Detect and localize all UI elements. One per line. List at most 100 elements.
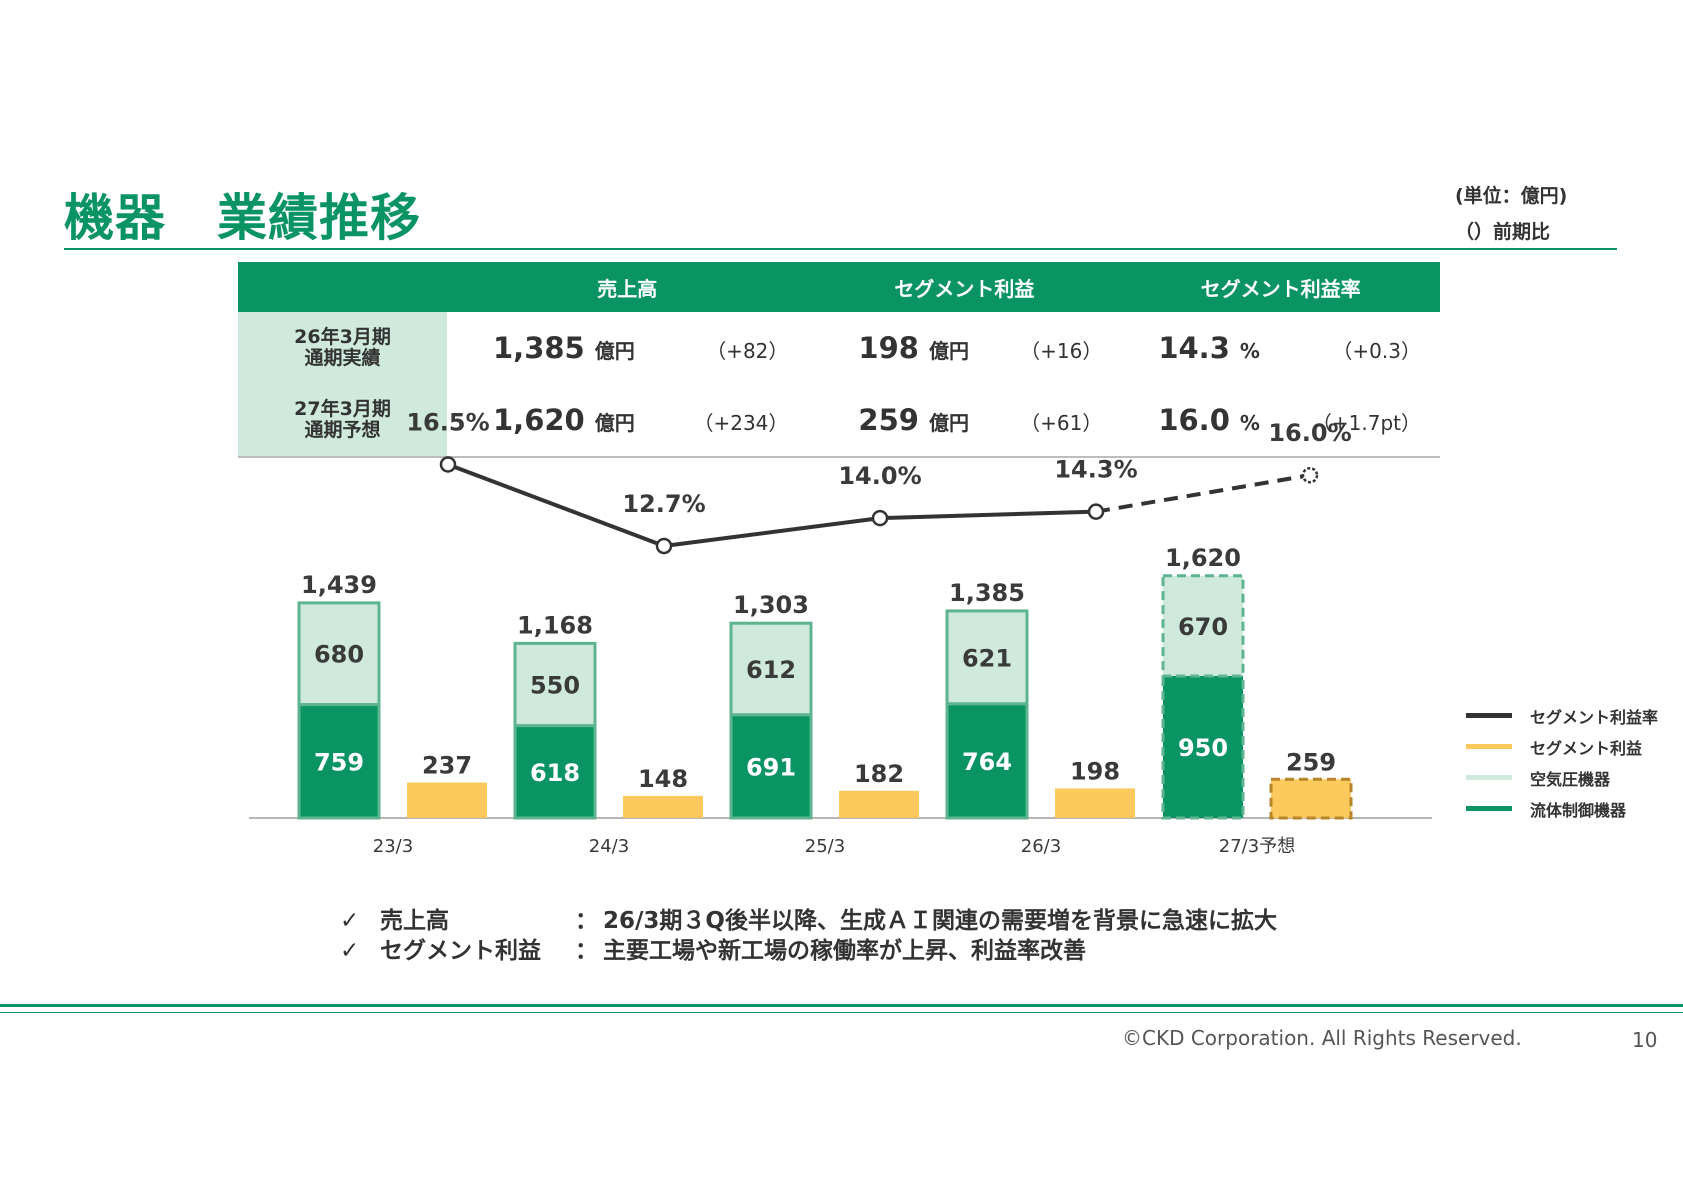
margin-line-segment	[663, 516, 881, 548]
label-segment-profit: 259	[1286, 748, 1336, 776]
sales-unit: 億円	[594, 411, 635, 435]
x-tick-label: 27/3予想	[1219, 836, 1295, 857]
note-sales: ✓ 売上高 ： 26/3期３Q後半以降、生成ＡＩ関連の需要増を背景に急速に拡大	[340, 906, 1277, 936]
margin-unit: %	[1239, 339, 1260, 363]
notes: ✓ 売上高 ： 26/3期３Q後半以降、生成ＡＩ関連の需要増を背景に急速に拡大 …	[340, 906, 1277, 966]
footer-divider-thin	[0, 1012, 1683, 1013]
legend-swatch	[1466, 806, 1512, 811]
bar-segment-profit	[1269, 777, 1353, 820]
x-tick-label: 25/3	[805, 836, 845, 857]
footer-divider	[0, 1004, 1683, 1007]
note-colon: ：	[575, 938, 598, 964]
profit-cell: 259 億円 （+61）	[807, 384, 1122, 458]
x-tick-label: 23/3	[373, 836, 413, 857]
label-segment-profit: 237	[422, 752, 472, 780]
summary-row-actual: 26年3月期 通期実績 1,385 億円 （+82） 198 億円 （+16） …	[238, 312, 1440, 384]
profit-change: （+61）	[1020, 411, 1103, 435]
label-pneumatic: 680	[314, 641, 364, 669]
label-pneumatic: 612	[746, 656, 796, 684]
sales-cell: 1,385 億円 （+82）	[447, 312, 807, 384]
bar-pneumatic	[297, 601, 381, 707]
note-text: 26/3期３Q後半以降、生成ＡＩ関連の需要増を背景に急速に拡大	[603, 908, 1277, 934]
summary-row-forecast: 27年3月期 通期予想 1,620 億円 （+234） 259 億円 （+61）…	[238, 384, 1440, 458]
label-segment-profit: 148	[638, 765, 688, 793]
label-pneumatic: 550	[530, 671, 580, 699]
margin-point	[439, 456, 457, 473]
x-tick-label: 26/3	[1021, 836, 1061, 857]
summary-table: 売上高 セグメント利益 セグメント利益率 26年3月期 通期実績 1,385 億…	[238, 262, 1440, 458]
summary-header-profit: セグメント利益	[807, 262, 1122, 312]
legend-label: 流体制御機器	[1530, 800, 1627, 820]
margin-point	[871, 509, 889, 527]
label-total: 1,303	[733, 591, 809, 619]
label-fluid-control: 691	[746, 753, 796, 781]
profit-change: （+16）	[1020, 339, 1103, 363]
label-margin: 14.3%	[1054, 456, 1137, 484]
profit-unit: 億円	[928, 411, 969, 435]
row-label-type: 通期実績	[304, 347, 381, 369]
label-total: 1,168	[517, 611, 593, 639]
sales-cell: 1,620 億円 （+234）	[447, 384, 808, 458]
margin-line-segment	[1095, 473, 1311, 514]
margin-line-segment	[879, 509, 1097, 521]
legend-swatch	[1466, 713, 1512, 718]
note-text: 主要工場や新工場の稼働率が上昇、利益率改善	[603, 938, 1086, 964]
legend-label: セグメント利益	[1530, 738, 1643, 758]
margin-change: （+0.3）	[1332, 339, 1421, 363]
note-profit: ✓ セグメント利益 ： 主要工場や新工場の稼働率が上昇、利益率改善	[340, 936, 1277, 966]
title-divider	[64, 248, 1617, 250]
bar-pneumatic	[513, 641, 597, 728]
margin-point	[1087, 503, 1105, 520]
label-total: 1,620	[1165, 544, 1241, 572]
bar-fluid-control	[729, 713, 813, 820]
check-icon: ✓	[340, 938, 360, 964]
summary-header-row: 売上高 セグメント利益 セグメント利益率	[238, 262, 1440, 312]
bar-pneumatic	[1161, 574, 1245, 678]
legend-item-pneumatic: 空気圧機器	[1466, 762, 1658, 793]
row-label: 27年3月期 通期予想	[238, 384, 447, 458]
bar-segment-profit	[407, 782, 487, 818]
label-total: 1,439	[301, 571, 377, 599]
bar-segment-profit	[623, 795, 703, 818]
bar-pneumatic	[945, 609, 1029, 706]
copyright: ©CKD Corporation. All Rights Reserved.	[1122, 1026, 1522, 1050]
comparison-note: （）前期比	[1455, 221, 1551, 243]
profit-cell: 198 億円 （+16）	[807, 312, 1121, 384]
legend-item-profit: セグメント利益	[1466, 731, 1658, 762]
page-number: 10	[1632, 1028, 1658, 1052]
margin-unit: %	[1239, 411, 1260, 435]
margin-point	[1301, 466, 1319, 484]
note-colon: ：	[575, 908, 598, 934]
row-label-period: 26年3月期	[294, 326, 391, 348]
margin-value: 16.0	[1158, 403, 1230, 437]
label-fluid-control: 618	[530, 759, 580, 787]
sales-change: （+234）	[693, 411, 789, 435]
label-fluid-control: 759	[314, 748, 364, 776]
label-pneumatic: 670	[1178, 613, 1228, 641]
legend-swatch	[1466, 775, 1512, 780]
margin-cell: 14.3 % （+0.3）	[1121, 312, 1440, 384]
x-tick-label: 24/3	[589, 836, 629, 857]
margin-line-segment	[447, 462, 665, 548]
profit-unit: 億円	[928, 339, 969, 363]
label-fluid-control: 950	[1178, 734, 1228, 762]
label-fluid-control: 764	[962, 748, 1012, 776]
label-margin: 16.5%	[406, 408, 489, 436]
row-label-period: 27年3月期	[294, 398, 391, 420]
check-icon: ✓	[340, 908, 360, 934]
page-title: 機器 業績推移	[64, 189, 421, 247]
summary-header-blank	[238, 262, 447, 312]
note-label: 売上高	[380, 908, 449, 934]
label-margin: 16.0%	[1268, 419, 1351, 447]
margin-cell: 16.0 % （+1.7pt）	[1121, 384, 1440, 458]
bar-segment-profit	[1055, 788, 1135, 818]
legend-item-margin: セグメント利益率	[1466, 700, 1658, 731]
chart-legend: セグメント利益率 セグメント利益 空気圧機器 流体制御機器	[1466, 700, 1658, 824]
sales-change: （+82）	[706, 339, 789, 363]
margin-point	[655, 537, 673, 555]
legend-swatch	[1466, 744, 1512, 749]
sales-unit: 億円	[594, 339, 635, 363]
label-segment-profit: 198	[1070, 757, 1120, 785]
bar-fluid-control	[1161, 674, 1245, 820]
